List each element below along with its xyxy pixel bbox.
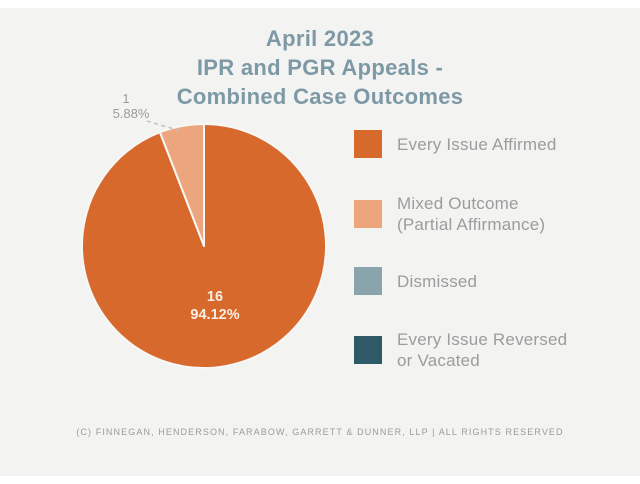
- chart-title: April 2023 IPR and PGR Appeals - Combine…: [0, 24, 640, 111]
- chart-title-line2: IPR and PGR Appeals -: [196, 55, 444, 80]
- legend-label: Every Issue Reversed: [397, 330, 568, 349]
- legend-swatch-every-issue-affirmed: [354, 130, 382, 158]
- legend-swatch-mixed-outcome: [354, 200, 382, 228]
- legend-label-line2: or Vacated: [397, 351, 480, 370]
- legend-swatch-every-issue-reversed: [354, 336, 382, 364]
- legend-label-line2: (Partial Affirmance): [397, 215, 546, 234]
- legend-swatch-dismissed: [354, 267, 382, 295]
- legend-label: Dismissed: [397, 271, 478, 291]
- legend-item-every-issue-affirmed: Every Issue Affirmed: [354, 130, 557, 158]
- copyright-footer: (C) FINNEGAN, HENDERSON, FARABOW, GARRET…: [76, 427, 564, 437]
- legend-label: Mixed Outcome: [397, 194, 519, 213]
- chart-title-line3: Combined Case Outcomes: [176, 84, 464, 109]
- legend-item-dismissed: Dismissed: [354, 267, 477, 295]
- legend-label: Every Issue Affirmed: [397, 134, 557, 154]
- legend-item-mixed-outcome: Mixed Outcome (Partial Affirmance): [354, 193, 545, 235]
- chart-title-line1: April 2023: [265, 26, 375, 51]
- legend-item-every-issue-reversed: Every Issue Reversed or Vacated: [354, 329, 567, 371]
